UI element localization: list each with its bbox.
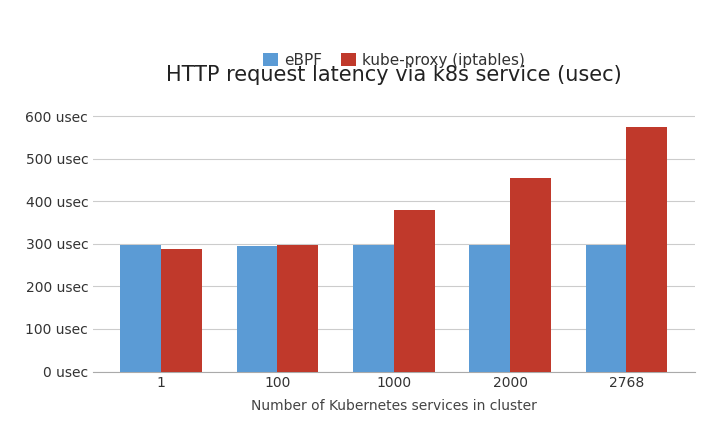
X-axis label: Number of Kubernetes services in cluster: Number of Kubernetes services in cluster xyxy=(251,399,537,413)
Bar xyxy=(237,246,278,372)
Bar xyxy=(510,178,551,372)
Bar xyxy=(626,127,667,372)
Bar xyxy=(161,249,202,372)
Legend: eBPF, kube-proxy (iptables): eBPF, kube-proxy (iptables) xyxy=(263,53,525,68)
Bar xyxy=(394,210,435,372)
Bar xyxy=(353,245,394,372)
Bar xyxy=(586,245,626,372)
Bar xyxy=(470,245,510,372)
Title: HTTP request latency via k8s service (usec): HTTP request latency via k8s service (us… xyxy=(166,65,621,85)
Bar xyxy=(278,245,318,372)
Bar xyxy=(120,245,161,372)
